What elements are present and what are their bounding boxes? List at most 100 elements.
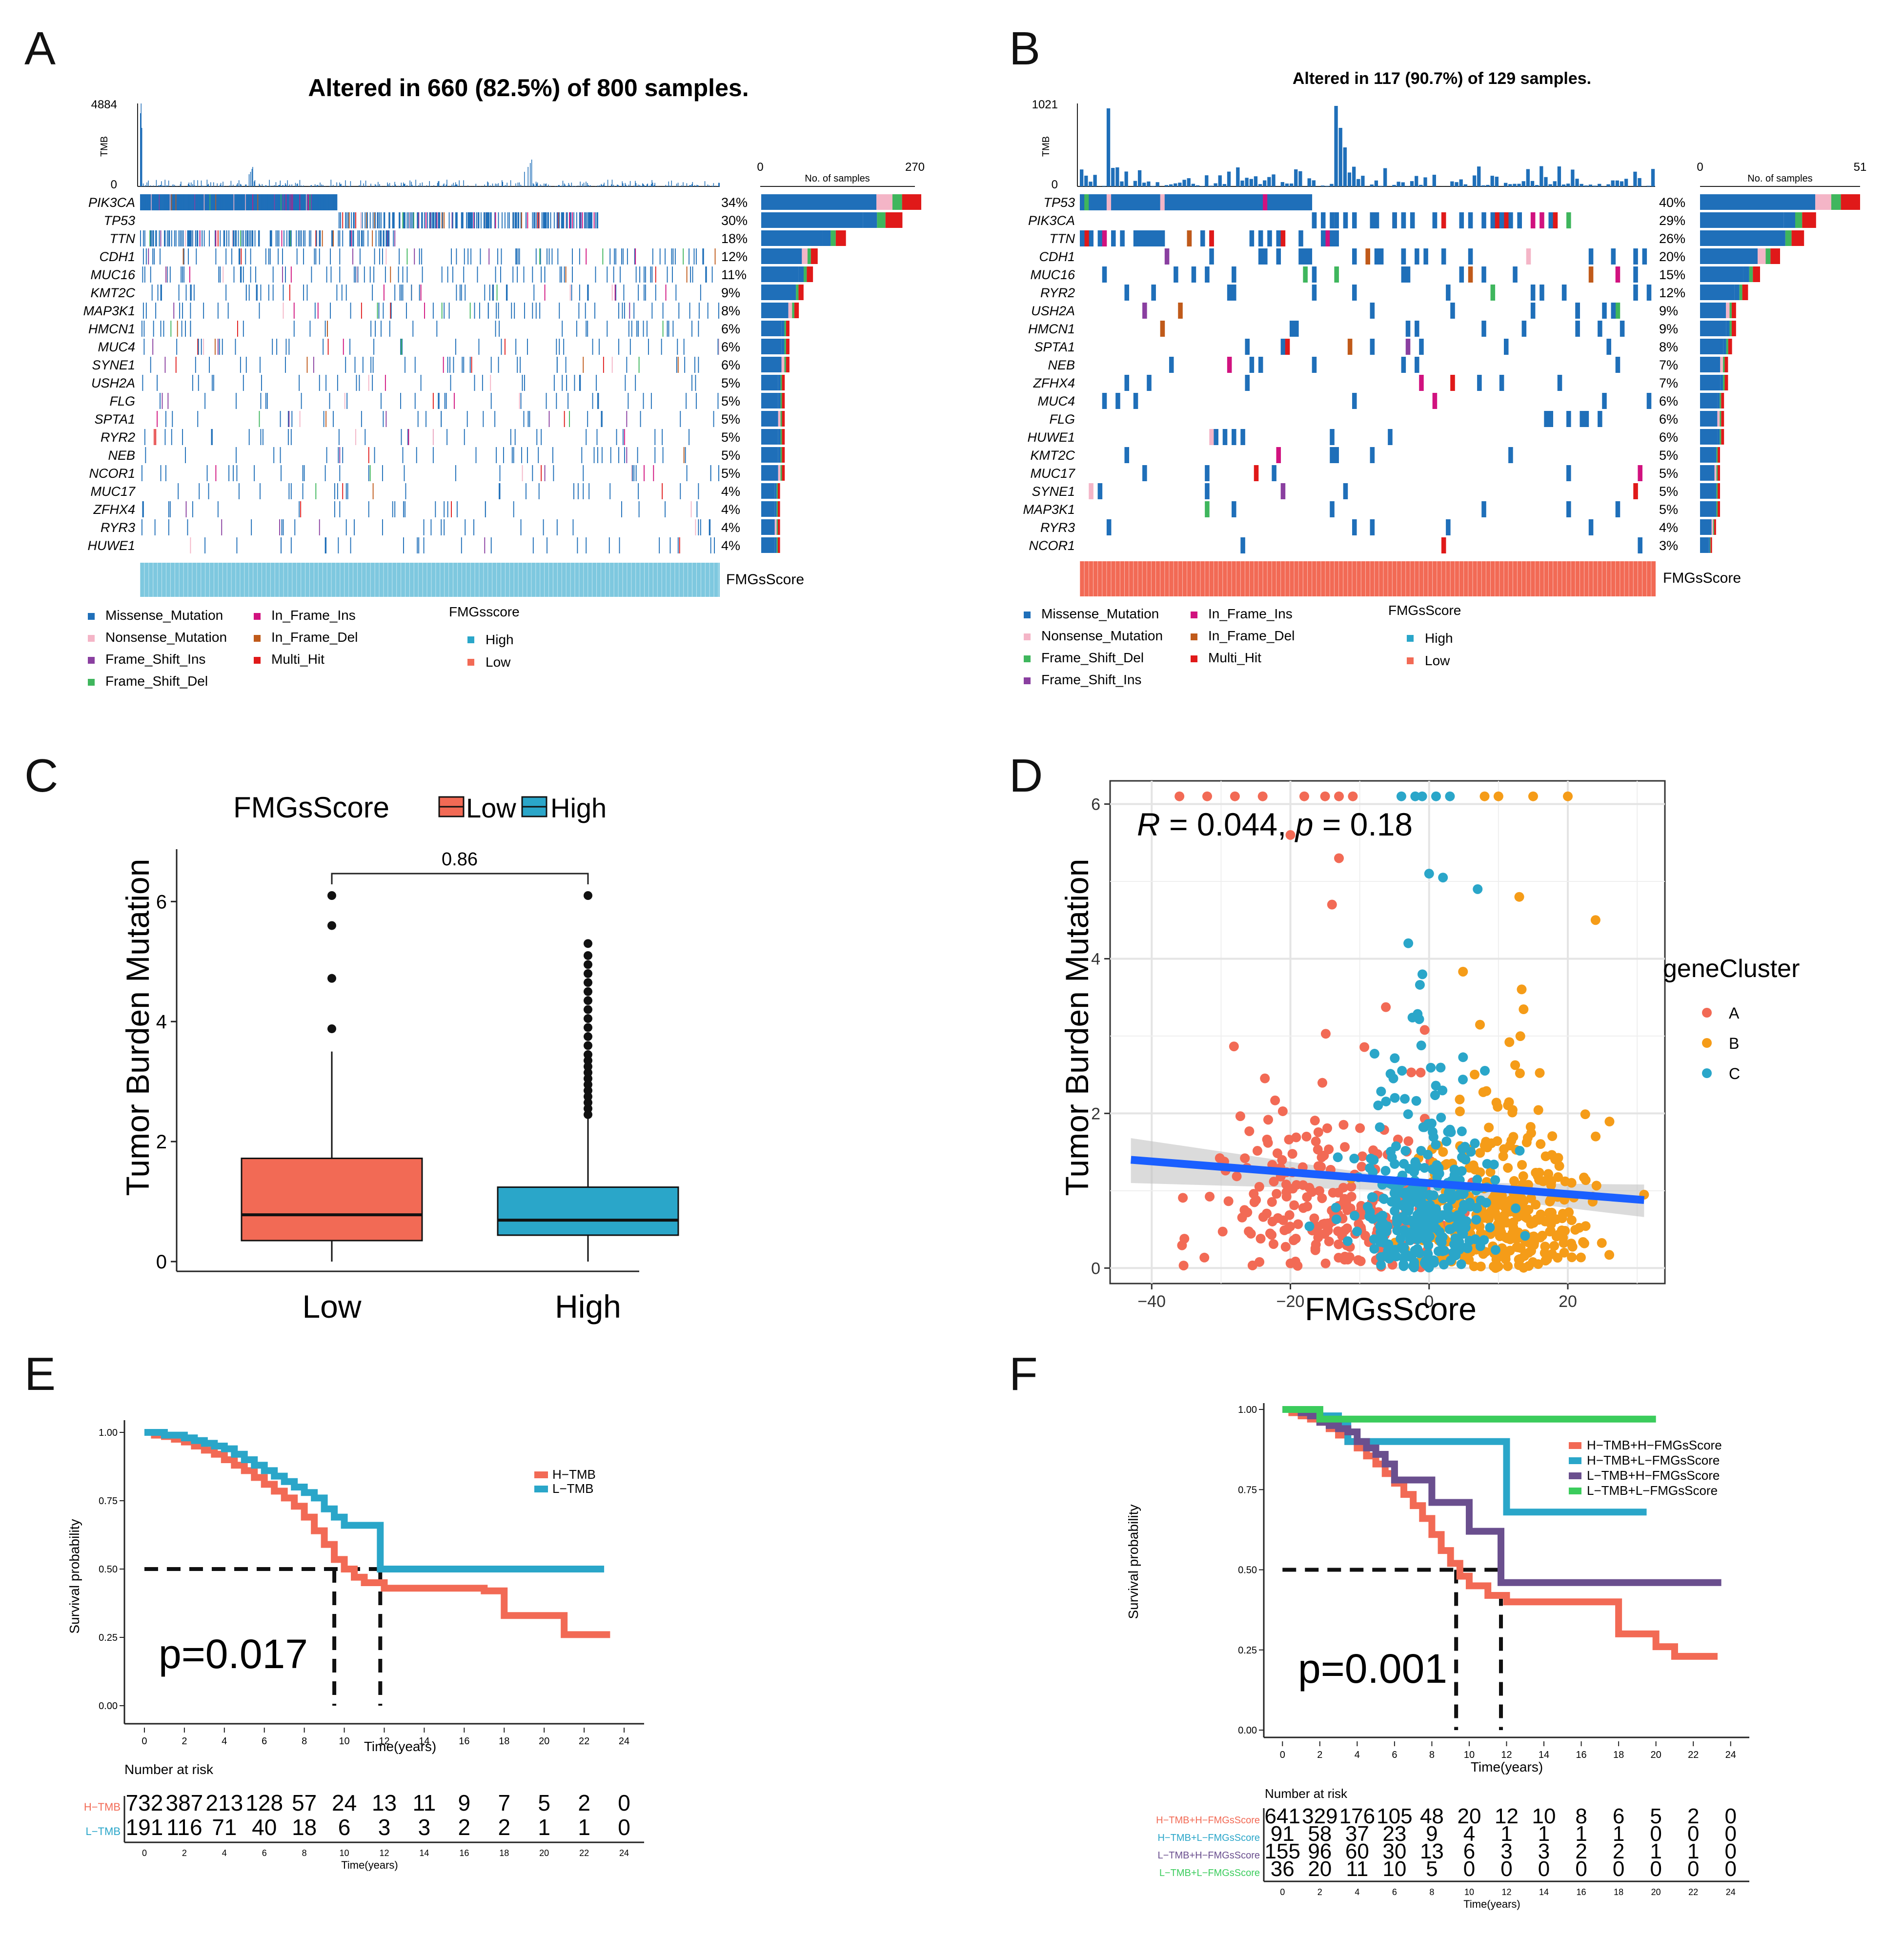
mutation-cell bbox=[176, 194, 178, 210]
mutation-cell bbox=[259, 230, 260, 246]
mutation-cell bbox=[1294, 321, 1299, 337]
mutation-cell bbox=[333, 411, 334, 427]
tmb-bar bbox=[1455, 182, 1458, 186]
tmb-bar bbox=[375, 185, 377, 186]
y-tick-label: 6 bbox=[1091, 796, 1100, 814]
mutation-cell bbox=[557, 248, 559, 265]
risk-value: 40 bbox=[252, 1815, 277, 1840]
mutation-cell bbox=[188, 194, 190, 210]
mutation-cell bbox=[339, 230, 341, 246]
scatter-point bbox=[1529, 1231, 1539, 1242]
scatter-point bbox=[1458, 1074, 1468, 1084]
sample-count-bar bbox=[761, 501, 775, 517]
sample-count-bar bbox=[1700, 447, 1715, 463]
mutation-cell bbox=[685, 447, 686, 463]
mutation-cell bbox=[206, 194, 208, 210]
mutation-cell bbox=[559, 303, 560, 319]
mutation-cell bbox=[640, 411, 641, 427]
tmb-bar bbox=[649, 185, 650, 186]
scatter-point bbox=[1535, 1068, 1545, 1078]
mutation-cell bbox=[300, 501, 302, 517]
legend-key bbox=[88, 679, 95, 686]
mutation-cell bbox=[698, 483, 699, 499]
tmb-bar bbox=[1187, 178, 1191, 186]
mutation-cell bbox=[287, 411, 289, 427]
tmb-bar bbox=[537, 182, 538, 186]
mutation-cell bbox=[683, 339, 685, 355]
mutation-cell bbox=[188, 248, 189, 265]
mutation-cell bbox=[195, 357, 196, 373]
tmb-bar bbox=[153, 185, 154, 186]
mutation-cell bbox=[402, 266, 404, 283]
mutation-cell bbox=[337, 375, 338, 391]
sample-count-bar bbox=[1708, 537, 1710, 553]
mutation-cell bbox=[520, 519, 522, 535]
mutation-cell bbox=[324, 537, 326, 553]
score-bar-b bbox=[1080, 561, 1656, 596]
mutation-cell bbox=[408, 429, 409, 445]
tmb-bar bbox=[345, 180, 346, 186]
mutation-cell bbox=[192, 230, 193, 246]
mutation-cell bbox=[364, 266, 365, 283]
tmb-bar bbox=[601, 184, 602, 186]
risk-x-tick-label: 6 bbox=[1392, 1887, 1397, 1897]
mutation-cell bbox=[296, 230, 297, 246]
mutation-cell bbox=[242, 194, 243, 210]
y-tick-label: 1.00 bbox=[1238, 1405, 1257, 1415]
mutation-cell bbox=[304, 194, 305, 210]
mutation-cell bbox=[275, 194, 276, 210]
tmb-bar bbox=[316, 185, 317, 186]
mutation-cell bbox=[164, 357, 166, 373]
scatter-point bbox=[1346, 1182, 1357, 1192]
mutation-cell bbox=[1106, 194, 1112, 210]
scatter-point bbox=[1230, 791, 1240, 801]
mutation-cell bbox=[438, 212, 439, 228]
tmb-bar bbox=[490, 185, 491, 186]
mutation-cell bbox=[1124, 285, 1130, 301]
mutation-cell bbox=[439, 212, 441, 228]
mutation-cell bbox=[368, 447, 369, 463]
mutation-cell bbox=[383, 285, 385, 301]
mutation-cell bbox=[168, 230, 169, 246]
mutation-cell bbox=[1419, 339, 1424, 355]
mutation-cell bbox=[353, 230, 354, 246]
scatter-point bbox=[1304, 1183, 1315, 1193]
mutation-cell bbox=[684, 357, 686, 373]
mutation-cell bbox=[156, 194, 157, 210]
tmb-bar bbox=[698, 185, 699, 186]
mutation-cell bbox=[168, 519, 169, 535]
nsamp-min-a: 0 bbox=[757, 161, 763, 174]
mutation-cell bbox=[212, 429, 213, 445]
gene-percent: 6% bbox=[1659, 394, 1678, 408]
mutation-cell bbox=[290, 230, 292, 246]
mutation-cell bbox=[442, 212, 444, 228]
risk-value: 11 bbox=[413, 1790, 436, 1816]
mutation-cell bbox=[564, 411, 565, 427]
risk-value: 2 bbox=[458, 1815, 471, 1840]
sample-count-bar bbox=[1742, 285, 1748, 300]
tmb-bar bbox=[336, 182, 337, 186]
mutation-cell bbox=[359, 375, 360, 391]
mutation-cell bbox=[387, 230, 389, 246]
mutation-cell bbox=[311, 194, 313, 210]
mutation-cell bbox=[643, 321, 644, 337]
mutation-cell bbox=[450, 375, 451, 391]
mutation-cell bbox=[1272, 194, 1276, 210]
legend-dot-c bbox=[1702, 1068, 1712, 1078]
scatter-y-title: Tumor Burden Mutation bbox=[1059, 859, 1095, 1196]
scatter-point bbox=[1357, 1162, 1367, 1172]
mutation-cell bbox=[526, 483, 527, 499]
risk-value: 9 bbox=[458, 1790, 471, 1816]
legend-key bbox=[88, 635, 95, 642]
gene-percent: 9% bbox=[1659, 304, 1678, 318]
mutation-cell bbox=[1508, 212, 1513, 228]
scatter-point bbox=[1334, 1239, 1344, 1249]
mutation-cell bbox=[700, 519, 701, 535]
mutation-cell bbox=[709, 519, 711, 535]
mutation-cell bbox=[614, 248, 615, 265]
scatter-point bbox=[1397, 1188, 1407, 1198]
risk-value: 0 bbox=[618, 1815, 630, 1840]
scatter-point bbox=[1506, 1136, 1517, 1146]
scatter-point bbox=[1365, 1163, 1375, 1173]
mutation-cell bbox=[180, 194, 181, 210]
